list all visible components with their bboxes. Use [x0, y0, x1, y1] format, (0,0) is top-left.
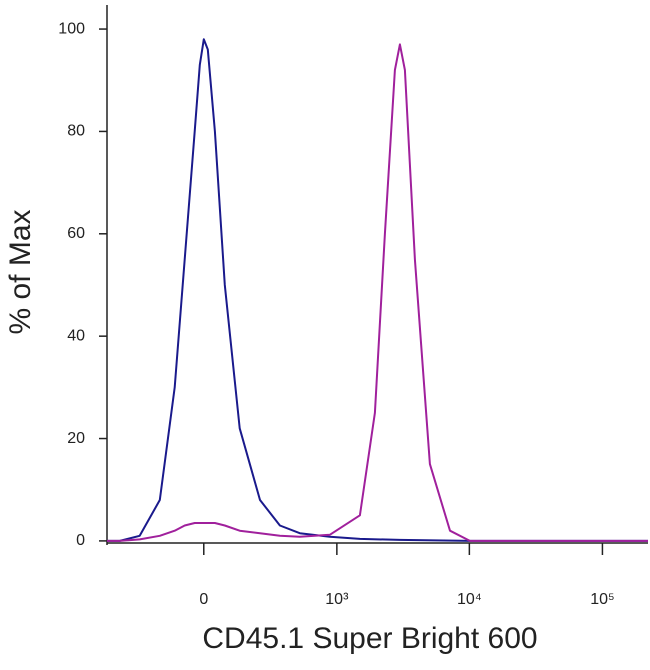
series-line [107, 43, 648, 542]
x-tick-label: 10³ [325, 591, 349, 608]
y-tick-label: 40 [67, 327, 85, 344]
series-line [107, 38, 648, 542]
y-tick-label: 100 [58, 20, 85, 37]
x-tick-label: 0 [199, 591, 208, 608]
x-tick-label: 10⁵ [590, 591, 614, 608]
y-tick-label: 0 [76, 532, 85, 549]
y-axis-title: % of Max [4, 209, 37, 334]
y-tick-label: 60 [67, 225, 85, 242]
y-tick-label: 20 [67, 430, 85, 447]
x-axis-title: CD45.1 Super Bright 600 [202, 622, 537, 655]
y-tick-label: 80 [67, 123, 85, 140]
x-tick-label: 10⁴ [457, 591, 482, 608]
